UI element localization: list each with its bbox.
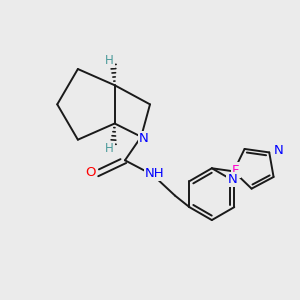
Text: H: H [105, 54, 114, 67]
Text: N: N [139, 132, 149, 145]
Text: NH: NH [145, 167, 164, 180]
Text: O: O [85, 166, 96, 178]
Text: N: N [227, 173, 237, 186]
Text: H: H [105, 142, 114, 155]
Text: N: N [274, 144, 284, 158]
Text: F: F [232, 164, 239, 176]
